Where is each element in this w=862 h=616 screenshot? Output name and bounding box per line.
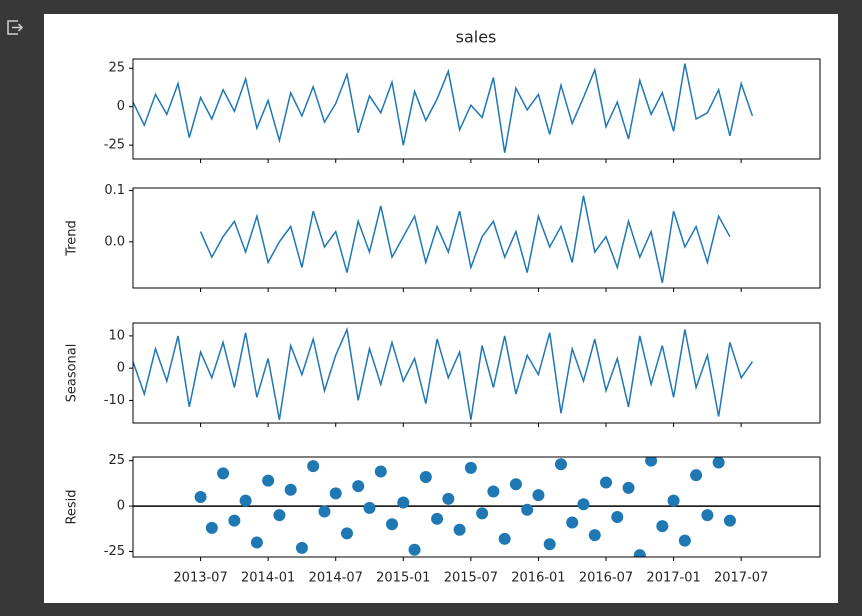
resid-point (363, 501, 376, 514)
resid-point (352, 480, 365, 493)
resid-point (431, 512, 444, 525)
resid-point (464, 461, 477, 474)
resid-point (374, 465, 387, 478)
resid-point (217, 467, 230, 480)
panel: Trend 0.0 0.1 (65, 183, 821, 292)
resid-point (318, 505, 331, 518)
figure (44, 14, 838, 603)
resid-point (509, 478, 522, 491)
resid-point (600, 476, 613, 489)
resid-point (498, 532, 511, 545)
y-axis-label: Trend (65, 220, 80, 257)
resid-point (622, 481, 635, 494)
resid-point (521, 503, 534, 516)
resid-point (250, 536, 263, 549)
resid-point (633, 549, 646, 557)
output-icon[interactable] (7, 20, 24, 35)
y-tick-label: 25 (108, 61, 125, 76)
resid-point (408, 543, 421, 556)
resid-point (453, 523, 466, 536)
x-tick-label: 2016-01 (511, 571, 565, 586)
panel: -25 0 25 (104, 58, 821, 163)
y-tick-label: 0 (117, 499, 125, 514)
axes-frame (132, 322, 821, 424)
y-tick-label: -25 (104, 544, 125, 559)
resid-point (386, 518, 399, 531)
resid-point (194, 491, 207, 503)
panel: Resid -25 0 25 2013-07 2014-01 2014-07 2015-01 2… (65, 453, 821, 586)
resid-point (656, 520, 669, 533)
resid-point (476, 507, 489, 520)
y-axis-label: Resid (65, 489, 80, 524)
axes-frame (132, 456, 821, 558)
x-tick-label: 2016-07 (579, 571, 633, 586)
marks (133, 63, 754, 153)
series-line (133, 326, 754, 420)
resid-point (487, 485, 500, 498)
y-axis-label: Seasonal (65, 344, 80, 403)
resid-point (205, 521, 218, 534)
resid-point (690, 469, 703, 482)
resid-point (611, 511, 624, 523)
y-tick-label: 10 (108, 328, 125, 343)
x-tick-label: 2014-01 (241, 571, 295, 586)
resid-point (262, 474, 275, 487)
resid-point (543, 538, 556, 551)
resid-point (532, 489, 545, 502)
resid-point (307, 460, 320, 473)
x-tick-label: 2013-07 (173, 571, 227, 586)
axes-frame (132, 58, 821, 160)
resid-point (588, 529, 601, 542)
x-tick-label: 2017-01 (646, 571, 700, 586)
icon-arrow (12, 23, 24, 32)
resid-point (577, 498, 590, 511)
resid-point (397, 496, 410, 509)
marks (199, 195, 731, 284)
resid-point (228, 514, 241, 527)
y-tick-label: 0 (117, 361, 125, 376)
resid-point (566, 516, 579, 529)
resid-point (701, 509, 714, 522)
x-tick-label: 2015-01 (376, 571, 430, 586)
x-tick-label: 2015-07 (444, 571, 498, 586)
series-line (199, 195, 731, 284)
resid-point (419, 471, 432, 483)
resid-point (273, 509, 286, 522)
panel: Seasonal -10 0 10 (65, 322, 821, 427)
y-tick-label: -10 (104, 393, 125, 408)
resid-point (723, 514, 736, 527)
y-tick-label: 0 (117, 99, 125, 114)
resid-point (239, 494, 252, 507)
y-tick-label: 25 (108, 453, 125, 468)
chart-title: sales (456, 28, 497, 47)
resid-point (340, 527, 353, 540)
icon-frame (7, 20, 18, 35)
resid-point (712, 457, 725, 469)
marks (133, 457, 820, 557)
y-tick-label: -25 (104, 138, 125, 153)
resid-point (645, 457, 658, 467)
marks (133, 326, 754, 420)
axes-frame (132, 187, 821, 289)
x-tick-label: 2014-07 (309, 571, 363, 586)
resid-point (554, 458, 567, 471)
resid-point (678, 534, 691, 547)
resid-point (442, 492, 455, 505)
y-tick-label: 0.1 (104, 183, 125, 198)
resid-point (667, 494, 680, 507)
resid-point (284, 483, 297, 496)
x-tick-label: 2017-07 (714, 571, 768, 586)
resid-point (329, 487, 342, 500)
resid-point (295, 541, 308, 554)
y-tick-label: 0.0 (104, 234, 125, 249)
series-line (133, 63, 754, 153)
